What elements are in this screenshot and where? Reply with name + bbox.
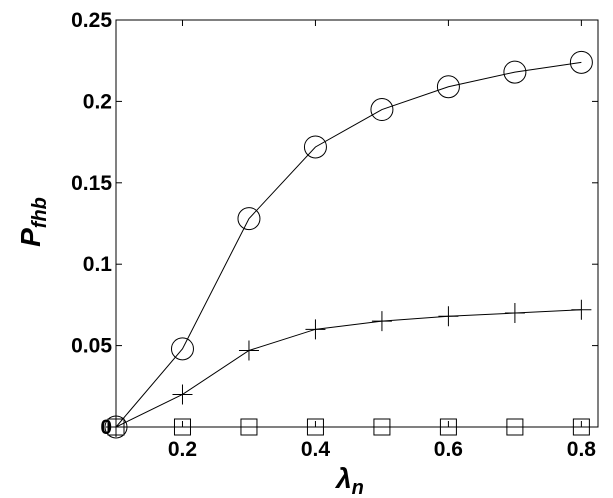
y-tick-label: 0.15 [71, 172, 112, 195]
marker-circle [170, 337, 194, 361]
x-label-sub: n [352, 477, 364, 498]
marker-circle [370, 98, 394, 122]
x-tick-label: 0.6 [434, 438, 463, 461]
series-line [115, 309, 582, 428]
marker-plus [504, 303, 525, 324]
series-line [115, 61, 582, 428]
x-tick-label: 0.4 [301, 438, 331, 461]
plot-frame [115, 19, 599, 428]
x-tick-label: 0.2 [168, 438, 197, 461]
x-axis-title: λn [334, 463, 364, 498]
marker-circle [503, 60, 527, 84]
marker-plus [172, 384, 193, 405]
marker-circle [237, 207, 261, 231]
marker-circle [436, 75, 460, 99]
y-tick-label: 0.1 [83, 253, 113, 276]
marker-square [439, 418, 457, 436]
y-tick-label: 0.25 [71, 9, 112, 32]
y-label-main: P [15, 228, 46, 247]
y-tick-label: 0.2 [83, 90, 112, 113]
x-label-main: λ [334, 463, 352, 494]
marker-square [107, 418, 125, 436]
y-axis-title: Pfhb [15, 197, 51, 247]
marker-square [306, 418, 324, 436]
marker-plus [438, 306, 459, 327]
marker-square [572, 418, 590, 436]
marker-square [506, 418, 524, 436]
marker-square [173, 418, 191, 436]
marker-plus [238, 340, 259, 361]
marker-square [240, 418, 258, 436]
marker-plus [371, 311, 392, 332]
marker-circle [303, 135, 327, 159]
marker-plus [571, 299, 592, 320]
marker-circle [569, 50, 593, 74]
y-label-sub: fhb [29, 197, 51, 228]
marker-square [373, 418, 391, 436]
marker-plus [305, 319, 326, 340]
y-tick-label: 0.05 [71, 335, 112, 358]
x-tick-label: 0.8 [567, 438, 597, 461]
